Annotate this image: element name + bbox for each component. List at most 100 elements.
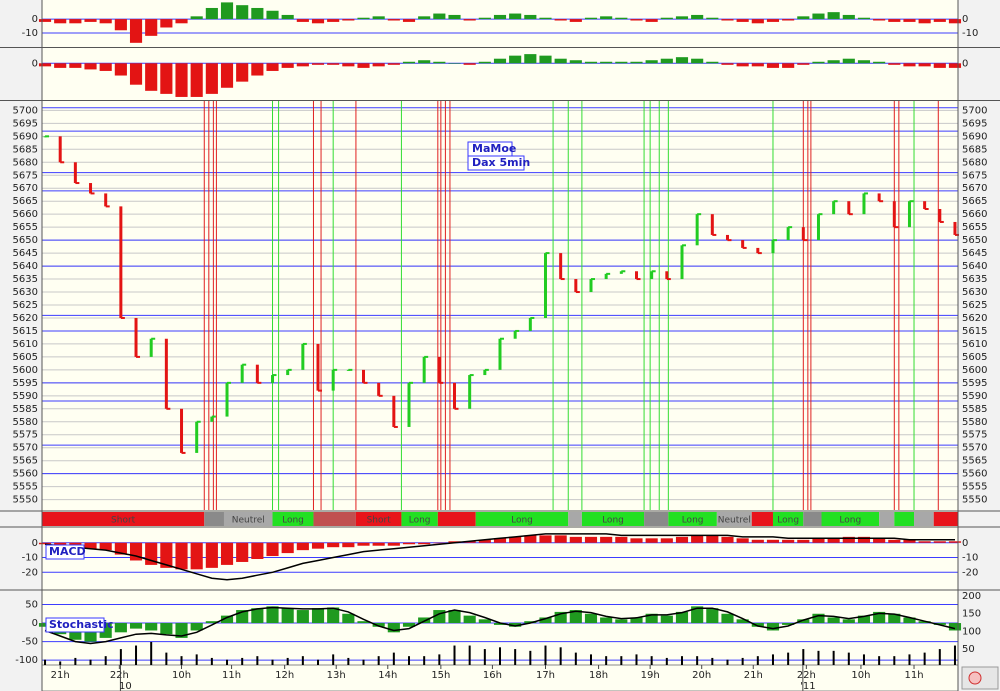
y-tick-label: 5550 (962, 495, 987, 506)
y-tick-label: 5625 (962, 300, 987, 311)
bar (271, 659, 274, 665)
bar (817, 650, 820, 665)
y-tick-label: 5555 (13, 482, 38, 493)
bar (342, 542, 355, 548)
bar (150, 642, 153, 665)
bar (918, 541, 931, 543)
stoch-box (45, 617, 105, 633)
bar (99, 63, 112, 71)
bar (660, 615, 673, 624)
bar (675, 536, 689, 543)
bar (402, 19, 416, 22)
regime-segment (581, 512, 645, 526)
bar (873, 61, 886, 64)
bar (827, 60, 840, 64)
y-tick-label: 5680 (962, 157, 987, 168)
bar (135, 645, 138, 665)
bar (554, 58, 567, 64)
bar (327, 63, 340, 65)
y-tick-label: 5610 (13, 339, 38, 350)
bar (509, 623, 522, 627)
bar (857, 536, 871, 543)
bar (387, 63, 400, 65)
bar (210, 657, 213, 665)
bar (119, 649, 122, 665)
x-tick-label: 22h (110, 670, 129, 681)
bar (236, 542, 249, 562)
bar (524, 621, 537, 624)
x-tick-label: 22h (797, 670, 816, 681)
bar (175, 542, 188, 570)
bar (873, 538, 886, 543)
regime-label: Long (602, 516, 624, 526)
bar (918, 19, 931, 24)
x-tick-label: 10h (851, 670, 870, 681)
bar (524, 14, 537, 20)
regime-segment (894, 512, 915, 526)
y-tick-label: 5585 (13, 404, 38, 415)
bar (782, 539, 795, 543)
bar (615, 536, 628, 543)
bar (499, 647, 501, 665)
bar (635, 654, 638, 665)
bar (160, 542, 173, 568)
bar (317, 659, 320, 665)
regime-segment (772, 512, 804, 526)
bar (114, 542, 127, 555)
bar (220, 542, 234, 565)
y-tick-label: 5580 (13, 417, 38, 428)
bar (615, 17, 628, 20)
bar (357, 542, 370, 546)
bar (236, 63, 249, 82)
bar (918, 621, 931, 624)
bar (402, 623, 416, 627)
bar (620, 656, 623, 665)
bar (38, 542, 52, 545)
bar (589, 654, 592, 665)
x-tick-label: 20h (692, 670, 711, 681)
y-tick-label: 5570 (13, 443, 38, 454)
bar (615, 61, 628, 64)
bar (205, 7, 218, 20)
bar (787, 652, 790, 665)
x-tick-label: 15h (431, 670, 450, 681)
y-tick-label: -100 (15, 655, 38, 666)
bar (539, 17, 552, 20)
bar (509, 13, 522, 20)
bar (372, 542, 385, 546)
bar (706, 535, 719, 543)
y-tick-label: 5660 (962, 209, 987, 220)
bar (832, 650, 835, 665)
bar (54, 542, 67, 546)
y-tick-label: 5605 (13, 352, 38, 363)
y-tick-label: 5615 (13, 326, 38, 337)
x-tick-label: 21h (51, 670, 70, 681)
y-tick-label: 5590 (962, 391, 987, 402)
y-tick-label: 5555 (962, 482, 987, 493)
bar (857, 615, 871, 624)
bar (160, 623, 173, 635)
y-tick-label: 5690 (13, 131, 38, 142)
bar (812, 61, 825, 64)
bar (281, 14, 294, 20)
corner-icon[interactable] (961, 666, 999, 690)
bar (342, 19, 355, 21)
bar (766, 63, 780, 68)
bar (584, 613, 598, 624)
y-tick-label: 5630 (962, 287, 987, 298)
bar (509, 55, 522, 64)
bar (286, 657, 289, 665)
bar (903, 63, 916, 67)
y-tick-label: 5580 (962, 417, 987, 428)
regime-segment (313, 512, 356, 526)
bar (493, 538, 507, 543)
date-label: 10 (119, 681, 132, 691)
bar (857, 60, 871, 64)
bar (59, 661, 62, 665)
bar (569, 610, 582, 624)
y-tick-label: 5665 (962, 196, 987, 207)
bar (311, 608, 325, 624)
y-tick-label: 5650 (962, 235, 987, 246)
bar (539, 55, 552, 64)
bar (468, 645, 471, 665)
